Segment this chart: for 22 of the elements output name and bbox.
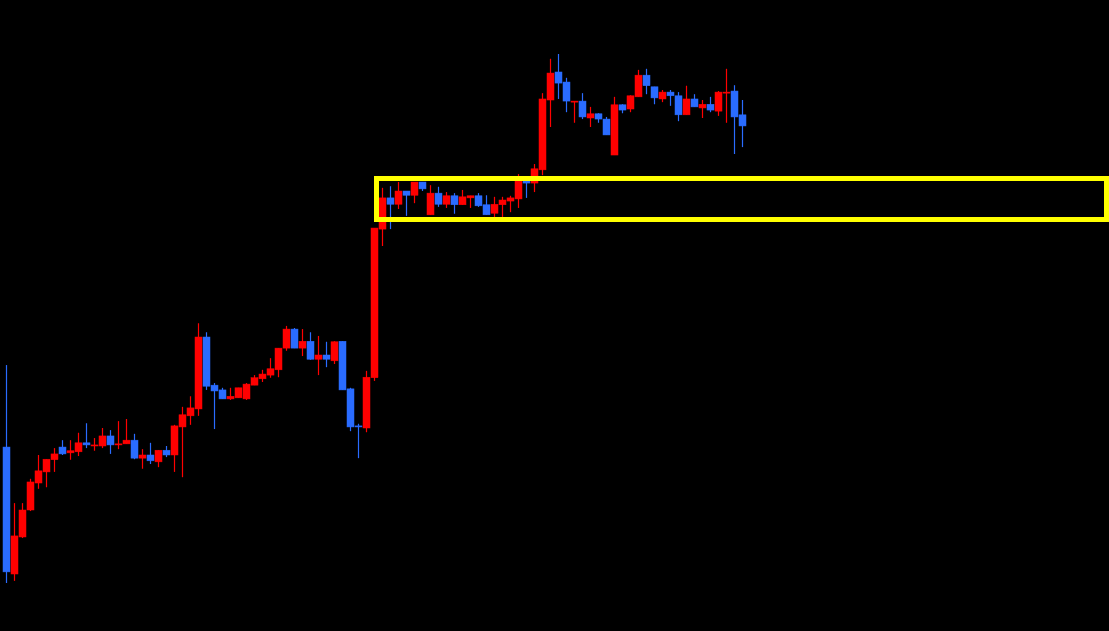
candlestick [570,100,579,124]
candlestick [138,448,147,470]
candlestick [450,192,459,215]
candlestick [130,433,139,460]
candlestick [306,331,315,361]
candlestick [410,181,419,204]
candlestick [426,184,435,216]
candlestick [146,442,155,465]
candlestick [322,341,331,368]
candlestick [330,340,339,365]
candlestick [682,85,691,116]
candlestick [82,422,91,449]
candlestick [394,181,403,210]
candlestick [578,92,587,120]
candlestick [386,185,395,230]
candlestick [434,186,443,208]
candlestick [314,335,323,376]
candlestick [290,327,299,349]
candlestick [106,429,115,455]
candlestick [298,328,307,357]
candlestick [586,106,595,128]
candlestick [402,190,411,217]
